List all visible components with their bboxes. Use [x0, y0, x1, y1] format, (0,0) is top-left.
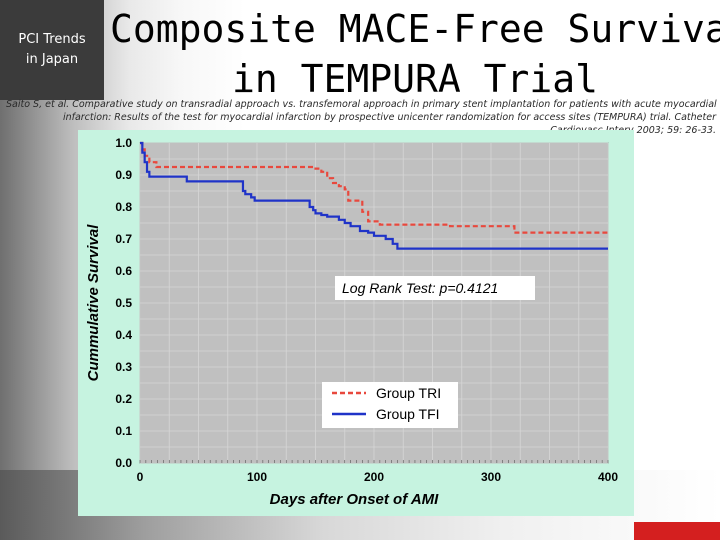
accent-bar — [634, 522, 720, 540]
series-line-tfi — [140, 141, 608, 250]
legend-label-tri: Group TRI — [376, 385, 441, 401]
y-tick-label: 0.4 — [115, 328, 132, 342]
chart-panel: 0.0 0.1 0.2 0.3 0.4 0.5 0.6 0.7 0.8 0.9 1.0 0 100 200… — [78, 130, 634, 516]
slide-title: Composite MACE-Free Survival in TEMPURA … — [110, 4, 720, 104]
y-axis-label: Cummulative Survival — [85, 224, 102, 382]
annotation-background — [335, 276, 535, 300]
x-tick-label: 300 — [481, 470, 501, 484]
citation-line-1: Saito S, et al. Comparative study on tra… — [6, 99, 717, 110]
citation-line-2: infarction: Results of the test for myoc… — [62, 112, 716, 123]
y-tick-label: 1.0 — [115, 136, 132, 150]
y-tick-label: 0.0 — [115, 456, 132, 470]
slide-title-line-1: Composite MACE-Free Survival — [110, 7, 720, 51]
y-tick-label: 0.1 — [115, 424, 132, 438]
y-tick-label: 0.2 — [115, 392, 132, 406]
legend-label-tfi: Group TFI — [376, 406, 440, 422]
y-tick-label: 0.8 — [115, 200, 132, 214]
series-lines — [140, 141, 608, 250]
legend-background — [322, 382, 458, 428]
series-line-tri — [140, 141, 608, 234]
y-tick-label: 0.3 — [115, 360, 132, 374]
x-tick-label: 100 — [247, 470, 267, 484]
y-tick-label: 0.7 — [115, 232, 132, 246]
y-tick-label: 0.5 — [115, 296, 132, 310]
x-tick-label: 0 — [137, 470, 144, 484]
brand-panel: PCI Trends in Japan — [0, 0, 104, 100]
x-tick-label: 400 — [598, 470, 618, 484]
y-tick-label: 0.6 — [115, 264, 132, 278]
annotation-box: Log Rank Test: p=0.4121 — [335, 276, 535, 300]
brand-line-1: PCI Trends — [18, 32, 86, 47]
log-rank-annotation: Log Rank Test: p=0.4121 — [342, 280, 498, 296]
legend: Group TRI Group TFI — [322, 382, 458, 428]
tick-labels: 0.0 0.1 0.2 0.3 0.4 0.5 0.6 0.7 0.8 0.9 1.0 0 100 200… — [115, 136, 618, 484]
x-axis-label: Days after Onset of AMI — [270, 491, 439, 508]
x-tick-label: 200 — [364, 470, 384, 484]
survival-chart: 0.0 0.1 0.2 0.3 0.4 0.5 0.6 0.7 0.8 0.9 1.0 0 100 200… — [85, 136, 618, 508]
brand-line-2: in Japan — [25, 52, 79, 67]
y-tick-label: 0.9 — [115, 168, 132, 182]
slide-title-line-2: in TEMPURA Trial — [231, 57, 599, 101]
